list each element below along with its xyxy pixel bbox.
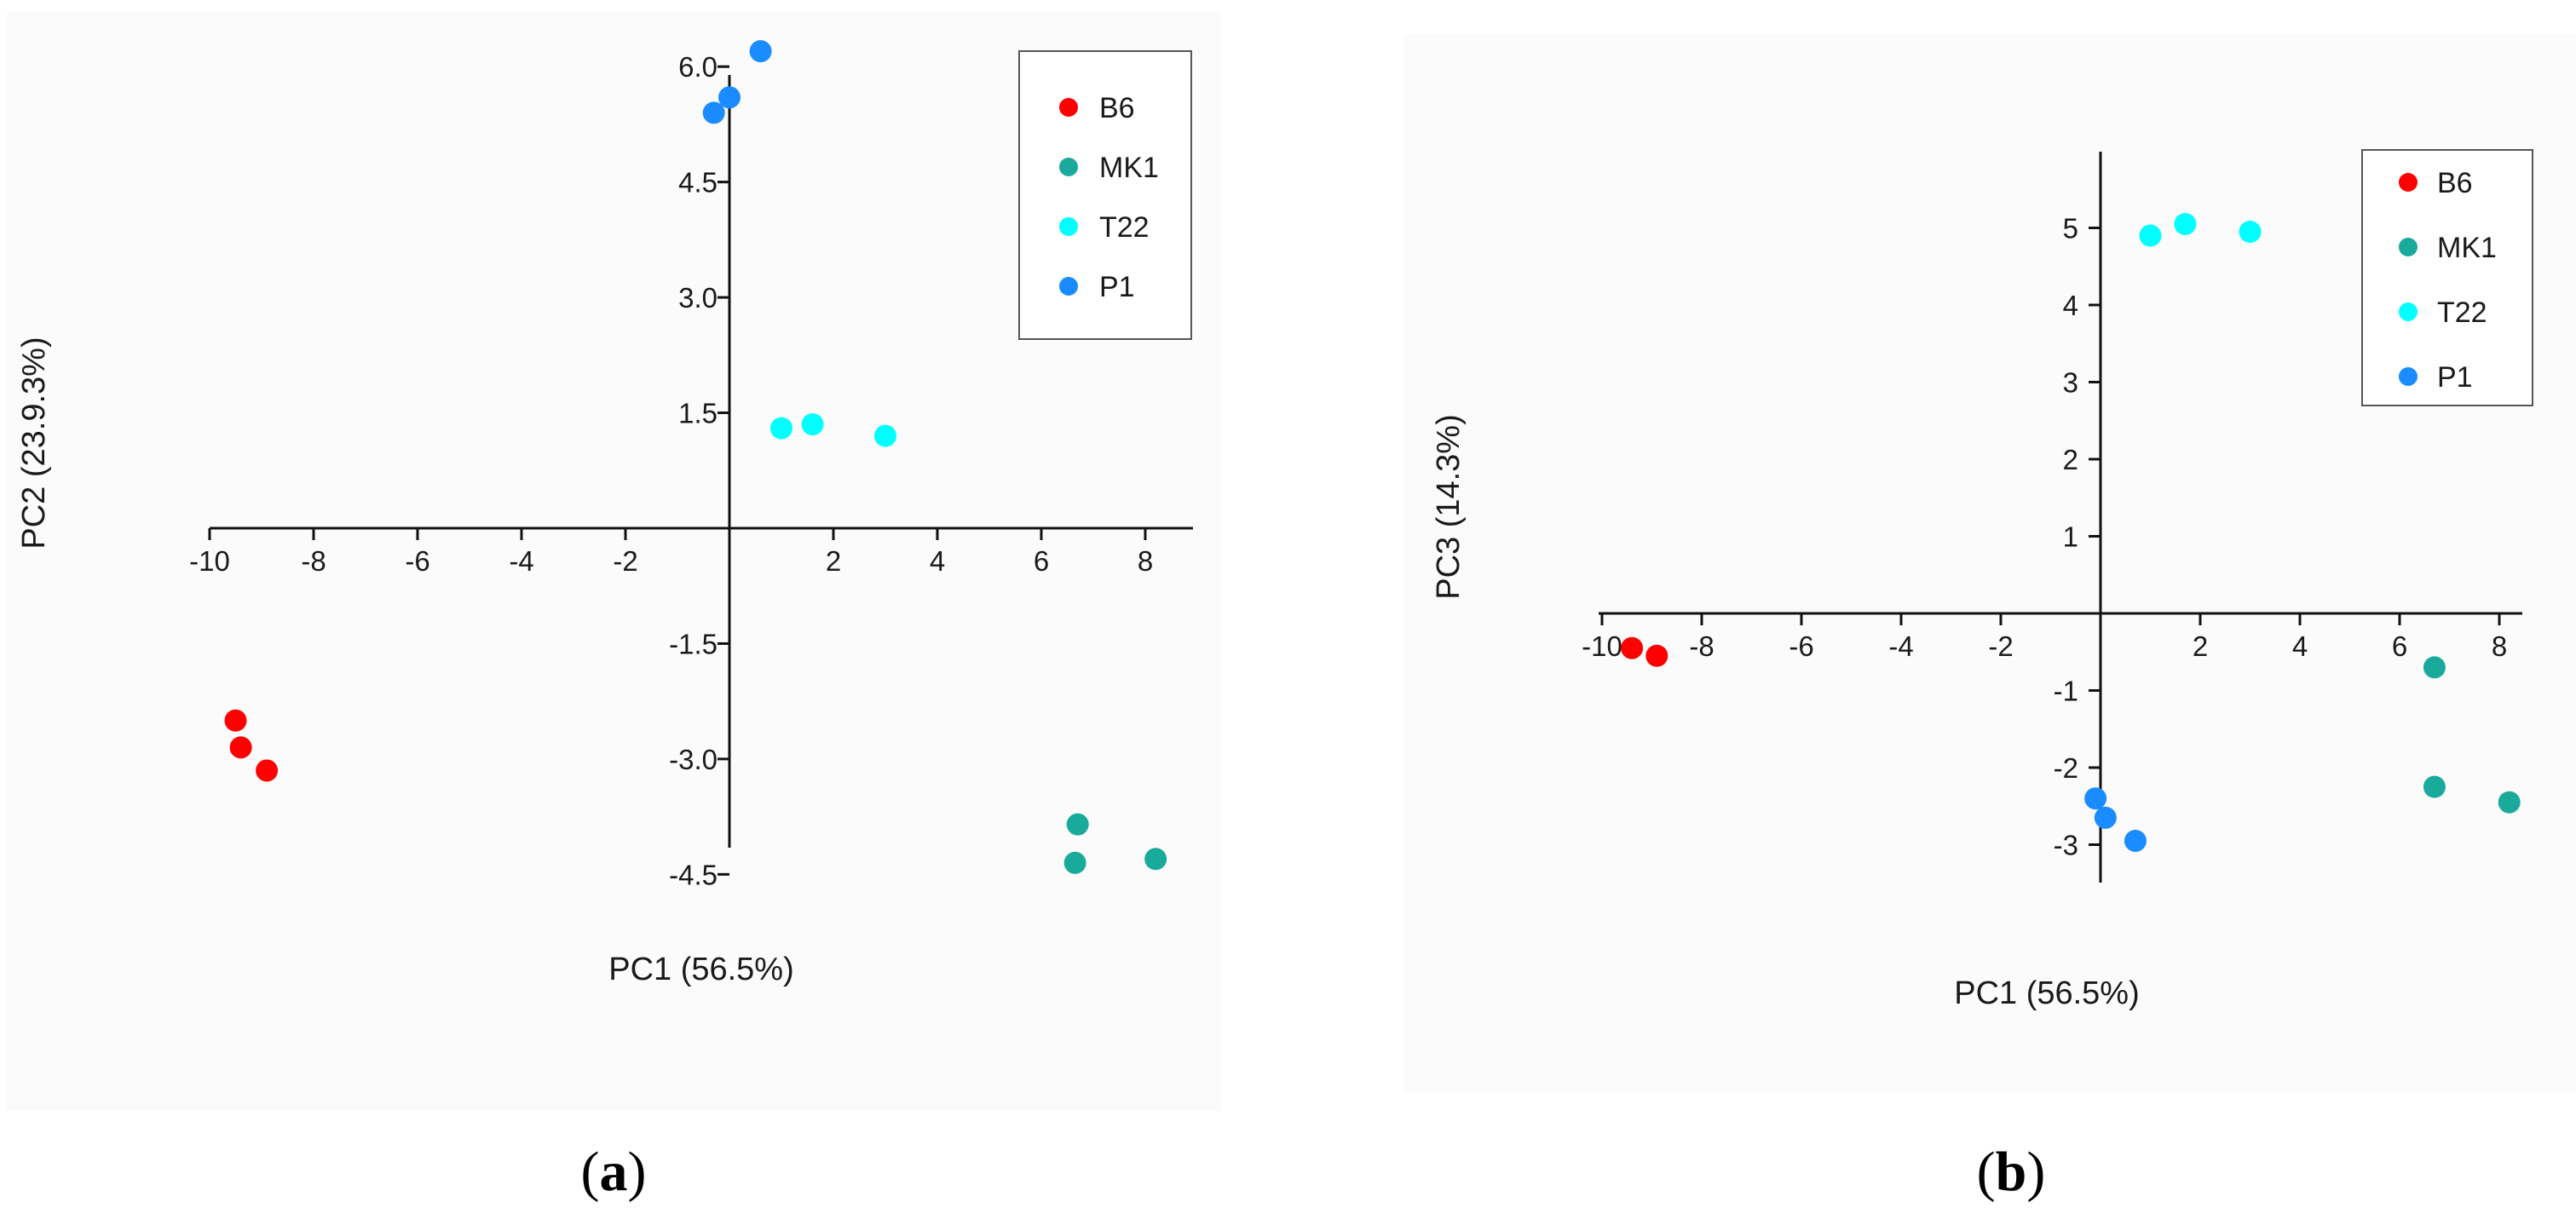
x-tick-label: 4 (2292, 630, 2308, 662)
y-tick-label: 5 (2063, 213, 2078, 245)
x-axis-label: PC1 (56.5%) (608, 952, 794, 987)
legend-marker-p1 (1059, 277, 1078, 296)
data-point-p1 (718, 86, 741, 109)
x-tick-label: 6 (1034, 545, 1049, 577)
data-point-b6 (1645, 644, 1668, 667)
y-axis-label: PC3 (14.3%) (1431, 414, 1467, 600)
x-tick-label: -10 (1582, 630, 1622, 662)
legend-label-p1: P1 (1099, 271, 1135, 303)
data-point-b6 (1621, 636, 1644, 659)
x-tick-label: 8 (1138, 545, 1153, 577)
y-tick-label: -3 (2054, 830, 2078, 861)
x-tick-label: 2 (2193, 630, 2208, 662)
x-tick-label: 6 (2392, 630, 2407, 662)
y-tick-label: 2 (2063, 444, 2078, 475)
data-point-mk1 (2498, 791, 2521, 814)
data-point-b6 (229, 736, 252, 759)
data-point-p1 (2084, 787, 2107, 810)
chart-b: -10 -8 -6 -4 -2 2 4 6 8 5 4 3 2 1 -1 -2 -3 PC1 (56.5%) PC3… (1431, 149, 2533, 1011)
y-tick-label: 4.5 (678, 167, 717, 198)
x-tick-label: -2 (613, 545, 637, 577)
data-point-t22 (2139, 224, 2162, 247)
data-point-t22 (2174, 212, 2197, 235)
y-tick-label: 6.0 (678, 51, 717, 83)
y-tick-label: -4.5 (669, 859, 717, 890)
legend-label-mk1: MK1 (1099, 152, 1159, 184)
data-point-p1 (749, 40, 772, 63)
data-point-t22 (874, 424, 896, 447)
legend-box (1018, 50, 1192, 340)
data-point-t22 (801, 413, 824, 436)
y-tick-label: 3.0 (678, 282, 717, 314)
x-tick-label: -4 (509, 545, 533, 577)
legend-label-t22: T22 (2437, 296, 2487, 329)
x-tick-label: -10 (189, 545, 230, 577)
x-axis-label: PC1 (56.5%) (1954, 975, 2140, 1011)
data-point-p1 (702, 101, 725, 124)
data-point-p1 (2094, 806, 2117, 829)
x-tick-label: 8 (2492, 630, 2507, 662)
x-tick-label: -6 (1789, 630, 1813, 662)
data-point-b6 (256, 759, 279, 782)
data-point-p1 (2124, 829, 2147, 852)
data-point-mk1 (1066, 813, 1089, 836)
chart-a: -10 -8 -6 -4 -2 2 4 6 8 6.0 4.5 3.0 1.5 -1.5 -3.0 -4.5 P… (16, 40, 1193, 987)
y-axis-label: PC2 (23.9.3%) (16, 337, 52, 549)
y-tick-label: 1 (2063, 521, 2078, 553)
panel-label-b: (b) (1977, 1141, 2046, 1203)
legend-marker-b6 (1059, 98, 1078, 117)
data-point-mk1 (2423, 775, 2446, 798)
legend-label-b6: B6 (2437, 167, 2473, 199)
x-tick-label: -2 (1988, 630, 2013, 662)
x-tick-label: -6 (405, 545, 429, 577)
legend-label-t22: T22 (1099, 211, 1150, 244)
data-point-mk1 (1144, 848, 1167, 871)
y-tick-label: 1.5 (678, 398, 717, 429)
legend-label-b6: B6 (1099, 92, 1135, 124)
x-tick-label: -4 (1888, 630, 1913, 662)
legend-marker-p1 (2399, 367, 2418, 386)
y-tick-label: -1 (2054, 676, 2078, 707)
y-tick-label: 4 (2063, 290, 2078, 321)
y-tick-label: -2 (2054, 752, 2078, 784)
x-tick-label: 2 (826, 545, 841, 577)
x-tick-label: 4 (930, 545, 945, 577)
legend-marker-b6 (2399, 173, 2418, 192)
legend-label-mk1: MK1 (2437, 232, 2497, 264)
legend-marker-mk1 (2399, 238, 2418, 256)
panel-label-a: (a) (581, 1141, 647, 1203)
y-tick-label: 3 (2063, 367, 2078, 399)
data-point-mk1 (2423, 656, 2446, 679)
legend-marker-t22 (1059, 217, 1078, 236)
legend-label-p1: P1 (2437, 361, 2473, 394)
legend-box (2361, 149, 2533, 406)
legend-marker-mk1 (1059, 158, 1078, 176)
data-point-t22 (2239, 221, 2262, 244)
legend-marker-t22 (2399, 302, 2418, 321)
data-point-t22 (770, 417, 792, 440)
data-point-b6 (224, 709, 247, 732)
y-tick-label: -3.0 (669, 744, 717, 775)
x-tick-label: -8 (1689, 630, 1714, 662)
x-tick-label: -8 (301, 545, 326, 577)
y-tick-label: -1.5 (669, 628, 717, 659)
data-point-mk1 (1063, 851, 1086, 874)
